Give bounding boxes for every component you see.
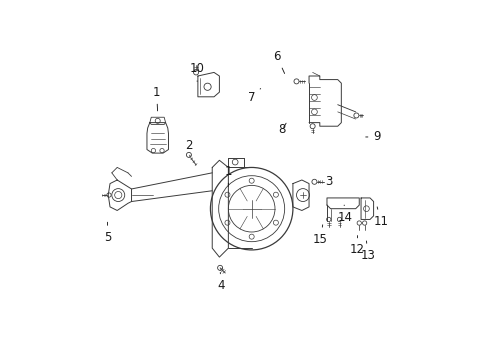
Text: 11: 11	[372, 207, 387, 228]
Text: 7: 7	[247, 89, 260, 104]
Text: 15: 15	[312, 225, 327, 246]
Text: 1: 1	[224, 165, 232, 186]
Text: 5: 5	[103, 222, 111, 244]
Text: 13: 13	[360, 241, 375, 262]
Text: 4: 4	[217, 273, 224, 292]
Text: 14: 14	[337, 205, 352, 224]
Text: 8: 8	[278, 123, 285, 136]
Text: 3: 3	[318, 175, 332, 188]
Text: 9: 9	[365, 130, 380, 144]
Text: 1: 1	[153, 86, 160, 111]
Text: 10: 10	[189, 62, 204, 81]
Text: 2: 2	[185, 139, 192, 157]
Text: 12: 12	[349, 235, 364, 256]
Text: 6: 6	[272, 50, 284, 73]
